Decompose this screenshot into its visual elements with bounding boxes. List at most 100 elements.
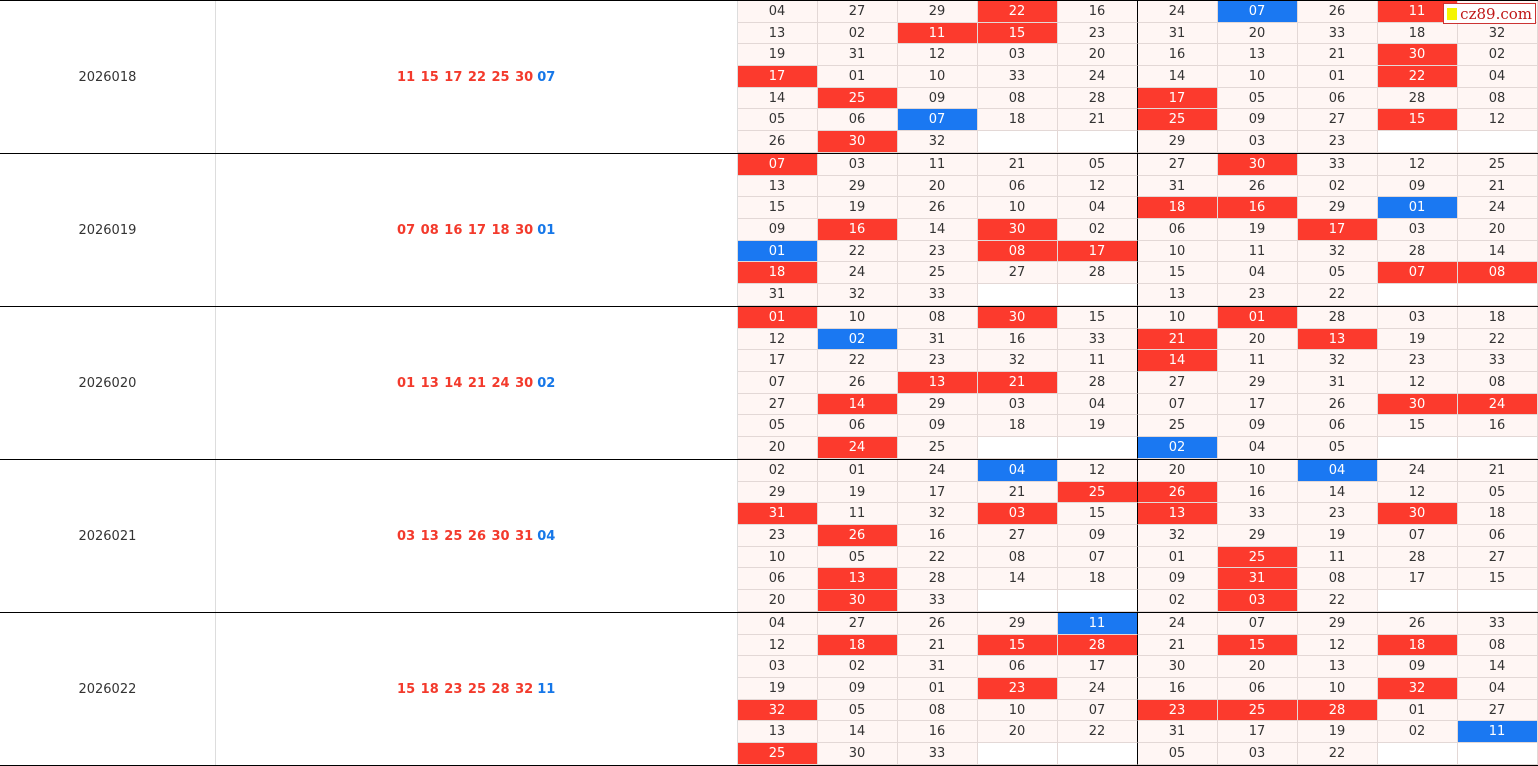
grid-cell: 23: [1377, 350, 1458, 373]
grid-cell: 27: [1137, 372, 1218, 394]
issue-number: 2026019: [0, 154, 216, 306]
grid-cell-red: 15: [1217, 634, 1298, 657]
grid-cell: 06: [1297, 415, 1378, 438]
grid-row: 01 22 23 08 17 10 11 32 28 14: [737, 240, 1538, 263]
grid-cell: 08: [897, 699, 978, 722]
grid-cell-red: 32: [737, 699, 818, 722]
grid-cell: 32: [817, 284, 898, 306]
draw-group: 2026022 15 18 23 25 28 32 11 04 27 26 29 11 2…: [0, 613, 1538, 766]
blue-ball: 01: [537, 222, 556, 238]
grid-cell: 17: [1217, 393, 1298, 416]
grid-row: 04 27 26 29 11 24 07 29 26 33: [737, 613, 1538, 635]
grid-cell: 09: [897, 87, 978, 110]
grid-cell-red: 08: [1457, 262, 1538, 285]
grid-cell-red: 03: [977, 503, 1058, 526]
grid-row: 12 02 31 16 33 21 20 13 19 22: [737, 328, 1538, 351]
grid-cell-red: 17: [1297, 219, 1378, 241]
grid-cell: 21: [1057, 109, 1138, 132]
grid-cell: 21: [1457, 175, 1538, 198]
grid-cell: 31: [817, 44, 898, 67]
grid-cell: 12: [1377, 154, 1458, 176]
grid-cell: [977, 743, 1058, 765]
grid-cell: 27: [977, 525, 1058, 547]
grid-cell: 18: [1057, 568, 1138, 591]
grid-row: 17 22 23 32 11 14 11 32 23 33: [737, 350, 1538, 373]
grid-cell: [977, 590, 1058, 612]
winning-numbers: 07 08 16 17 18 30 01: [216, 154, 738, 306]
grid-cell-red: 30: [1377, 393, 1458, 416]
grid-cell: 19: [737, 678, 818, 700]
grid-cell: 32: [1457, 22, 1538, 45]
grid-row: 19 31 12 03 20 16 13 21 30 02: [737, 44, 1538, 67]
grid-cell: 27: [817, 1, 898, 23]
grid-cell: 27: [817, 613, 898, 635]
grid-cell: 33: [897, 743, 978, 765]
grid-cell-red: 17: [737, 66, 818, 88]
issue-number: 2026022: [0, 613, 216, 765]
grid-cell: 11: [1217, 350, 1298, 373]
grid-cell: 19: [1057, 415, 1138, 438]
grid-cell-red: 13: [817, 568, 898, 591]
grid-cell: 03: [977, 393, 1058, 416]
grid-row: 14 25 09 08 28 17 05 06 28 08: [737, 87, 1538, 110]
site-logo[interactable]: cz89.com: [1443, 3, 1536, 24]
grid-cell: 20: [1217, 328, 1298, 351]
grid-cell: [1057, 131, 1138, 153]
grid-cell: 06: [977, 656, 1058, 679]
draw-group: 2026020 01 13 14 21 24 30 02 01 10 08 30 15 1…: [0, 307, 1538, 460]
grid-cell: 29: [1217, 525, 1298, 547]
grid-cell: 15: [737, 197, 818, 220]
grid-cell: 03: [1377, 307, 1458, 329]
grid-cell: 08: [897, 307, 978, 329]
number-grid: 04 27 29 22 16 24 07 26 11 13 02 11 15 23 31 20 33 18 32 19…: [737, 1, 1538, 153]
grid-cell: 14: [817, 721, 898, 744]
grid-cell: 12: [1457, 109, 1538, 132]
grid-cell: 04: [737, 613, 818, 635]
grid-cell-red: 30: [1377, 503, 1458, 526]
grid-cell-red: 23: [977, 678, 1058, 700]
grid-cell: 27: [1297, 109, 1378, 132]
logo-text: cz89.com: [1460, 4, 1532, 23]
grid-row: 32 05 08 10 07 23 25 28 01 27: [737, 699, 1538, 722]
grid-cell: 04: [1457, 66, 1538, 88]
grid-cell: 11: [897, 154, 978, 176]
grid-cell: 03: [817, 154, 898, 176]
grid-cell: 26: [897, 197, 978, 220]
grid-cell: 28: [1377, 240, 1458, 263]
grid-cell: 26: [737, 131, 818, 153]
grid-row: 20 30 33 02 03 22: [737, 590, 1538, 612]
grid-cell: 08: [977, 87, 1058, 110]
grid-cell: 31: [897, 328, 978, 351]
grid-cell-red: 14: [817, 393, 898, 416]
grid-row: 01 10 08 30 15 10 01 28 03 18: [737, 307, 1538, 329]
grid-cell: [1377, 743, 1458, 765]
grid-cell-red: 25: [1217, 546, 1298, 569]
grid-cell: 13: [1217, 44, 1298, 67]
grid-cell-red: 31: [1217, 568, 1298, 591]
grid-cell: 01: [1377, 699, 1458, 722]
grid-cell: [1457, 131, 1538, 153]
grid-cell: 26: [1217, 175, 1298, 198]
grid-row: 25 30 33 05 03 22: [737, 743, 1538, 765]
grid-cell: 09: [1217, 109, 1298, 132]
grid-cell: [1057, 743, 1138, 765]
grid-cell-red: 13: [1137, 503, 1218, 526]
grid-cell: 14: [897, 219, 978, 241]
issue-number: 2026021: [0, 460, 216, 612]
grid-cell: 33: [1057, 328, 1138, 351]
grid-cell-blue: 01: [1377, 197, 1458, 220]
grid-cell: 01: [817, 66, 898, 88]
number-grid: 04 27 26 29 11 24 07 29 26 33 12 18 21 15 28 21 15 12 18 08…: [737, 613, 1538, 765]
grid-row: 15 19 26 10 04 18 16 29 01 24: [737, 197, 1538, 220]
grid-row: 18 24 25 27 28 15 04 05 07 08: [737, 262, 1538, 285]
logo-square-icon: [1447, 7, 1458, 20]
grid-row: 29 19 17 21 25 26 16 14 12 05: [737, 481, 1538, 504]
grid-cell: 28: [1057, 87, 1138, 110]
grid-cell-blue: 07: [1217, 1, 1298, 23]
grid-cell: 24: [897, 460, 978, 482]
grid-cell: 23: [897, 350, 978, 373]
grid-row: 27 14 29 03 04 07 17 26 30 24: [737, 393, 1538, 416]
grid-cell: 16: [1137, 44, 1218, 67]
grid-cell: 19: [1297, 721, 1378, 744]
